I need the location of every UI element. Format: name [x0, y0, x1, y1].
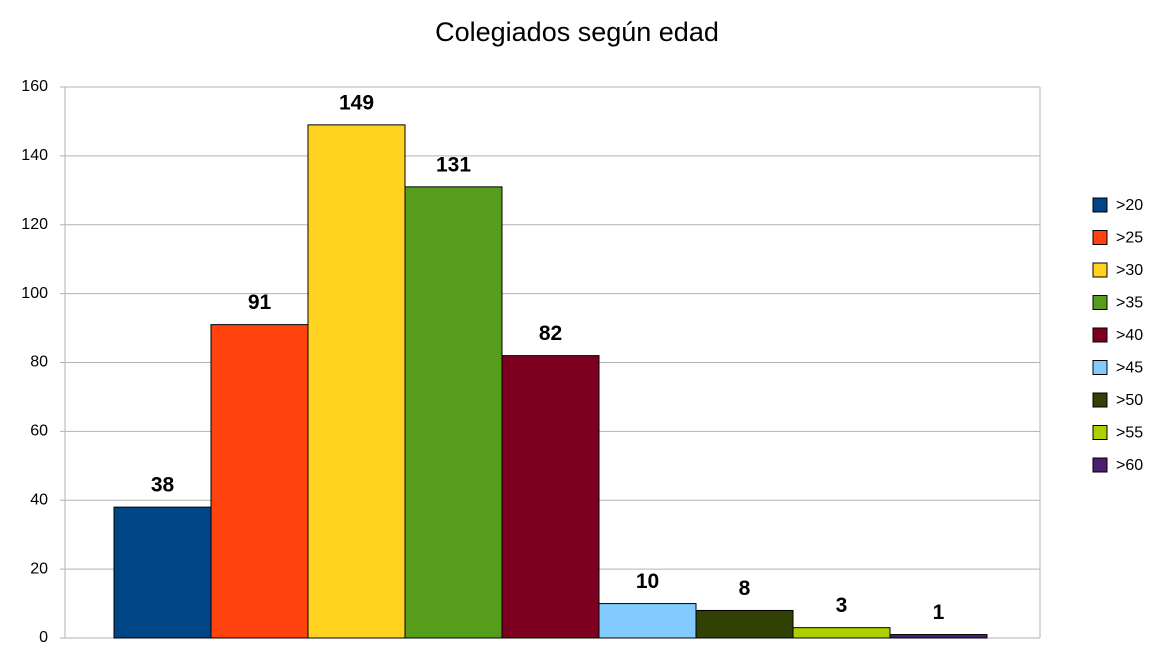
legend-swatch — [1092, 360, 1108, 375]
legend-label: >40 — [1116, 327, 1143, 344]
legend-label: >55 — [1116, 425, 1143, 442]
value-label: 8 — [739, 577, 751, 600]
bar — [501, 355, 600, 639]
value-label: 131 — [436, 153, 471, 176]
legend-swatch — [1092, 295, 1108, 310]
value-label: 3 — [836, 594, 848, 617]
value-label: 91 — [248, 291, 272, 314]
y-tick-label: 140 — [21, 147, 48, 164]
bar — [404, 186, 503, 639]
legend-swatch — [1092, 327, 1108, 343]
y-tick-label: 60 — [30, 423, 48, 440]
legend-label: >50 — [1116, 392, 1143, 409]
bar — [307, 124, 406, 639]
bar — [792, 627, 891, 639]
legend-swatch — [1092, 262, 1108, 278]
chart-title: Colegiados según edad — [435, 17, 719, 47]
legend-swatch — [1092, 392, 1108, 408]
y-tick-label: 80 — [30, 354, 48, 371]
y-tick-label: 40 — [30, 491, 48, 508]
y-tick-label: 160 — [21, 78, 48, 95]
legend-swatch — [1092, 425, 1108, 440]
value-label: 1 — [933, 601, 945, 624]
y-tick-label: 120 — [21, 216, 48, 233]
legend-swatch — [1092, 197, 1108, 213]
legend-label: >60 — [1116, 457, 1143, 474]
value-label: 149 — [339, 91, 374, 114]
legend-swatch — [1092, 230, 1108, 245]
value-label: 82 — [539, 322, 562, 345]
bar — [598, 603, 697, 639]
bar — [889, 634, 988, 639]
value-label: 10 — [636, 570, 659, 593]
value-label: 38 — [151, 474, 175, 497]
bar — [695, 609, 794, 639]
legend-swatch — [1092, 457, 1108, 473]
bar — [113, 506, 212, 639]
y-tick-label: 20 — [30, 560, 48, 577]
legend-label: >25 — [1116, 230, 1143, 247]
legend-label: >35 — [1116, 295, 1143, 312]
bar — [210, 324, 309, 639]
legend-label: >20 — [1116, 197, 1143, 214]
legend-label: >30 — [1116, 262, 1143, 279]
y-tick-label: 0 — [39, 629, 48, 645]
legend-label: >45 — [1116, 360, 1143, 377]
y-tick-label: 100 — [21, 285, 48, 302]
